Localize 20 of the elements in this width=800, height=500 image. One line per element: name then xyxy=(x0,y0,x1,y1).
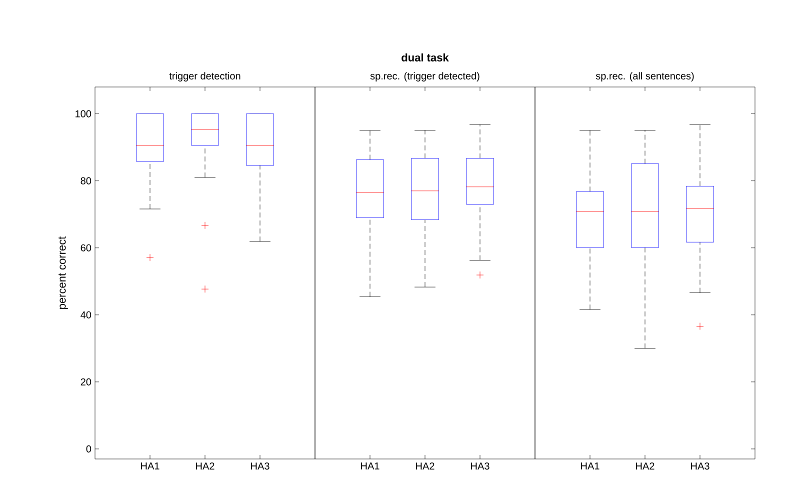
x-tick-label: HA2 xyxy=(416,462,434,470)
chart-title: sp.rec. (trigger detected) xyxy=(370,72,480,82)
x-tick-label: HA1 xyxy=(141,462,160,470)
x-tick-label: HA2 xyxy=(636,462,654,470)
x-tick-label: HA3 xyxy=(251,462,270,470)
y-tick-label: 60 xyxy=(80,244,92,252)
x-tick-label: HA3 xyxy=(691,462,710,470)
x-tick-label: HA2 xyxy=(196,462,214,470)
y-tick-label: 80 xyxy=(80,177,92,184)
y-tick-label: 100 xyxy=(76,110,92,118)
x-tick-label: HA1 xyxy=(581,462,600,470)
y-axis-title: percent correct xyxy=(58,236,68,309)
x-tick-label: HA1 xyxy=(361,462,380,470)
y-tick-label: 40 xyxy=(80,311,92,318)
y-tick-label: 0 xyxy=(86,445,92,452)
y-tick-label: 20 xyxy=(80,378,92,386)
chart-title: trigger detection xyxy=(169,72,240,82)
x-tick-label: HA3 xyxy=(471,462,490,470)
text: dual task xyxy=(402,53,449,62)
chart-title: sp.rec. (all sentences) xyxy=(596,72,694,82)
